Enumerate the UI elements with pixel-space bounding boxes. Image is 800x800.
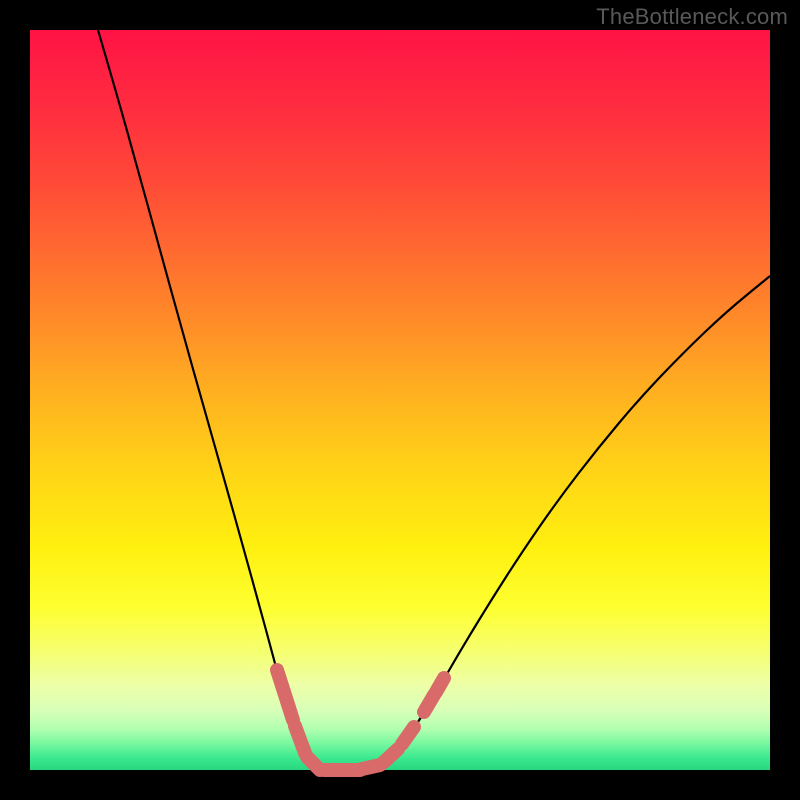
highlight-dash xyxy=(362,765,380,769)
plot-frame xyxy=(30,30,770,770)
highlight-dash xyxy=(402,727,414,744)
chart-svg xyxy=(0,0,800,800)
highlight-dash xyxy=(436,678,444,692)
highlight-dash xyxy=(295,726,305,753)
highlight-dash xyxy=(384,749,398,762)
watermark-text: TheBottleneck.com xyxy=(596,4,788,30)
stage: TheBottleneck.com xyxy=(0,0,800,800)
